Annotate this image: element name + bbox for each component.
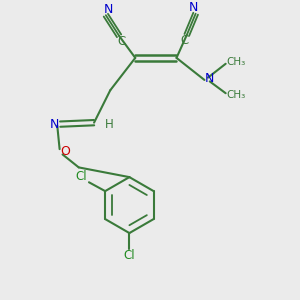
Text: Cl: Cl <box>124 249 135 262</box>
Text: C: C <box>117 34 126 48</box>
Text: N: N <box>103 3 113 16</box>
Text: N: N <box>50 118 60 130</box>
Text: CH₃: CH₃ <box>226 57 246 67</box>
Text: C: C <box>180 34 189 47</box>
Text: N: N <box>189 1 198 14</box>
Text: O: O <box>60 145 70 158</box>
Text: H: H <box>105 118 114 130</box>
Text: CH₃: CH₃ <box>226 90 246 100</box>
Text: N: N <box>205 72 214 85</box>
Text: Cl: Cl <box>75 170 86 184</box>
